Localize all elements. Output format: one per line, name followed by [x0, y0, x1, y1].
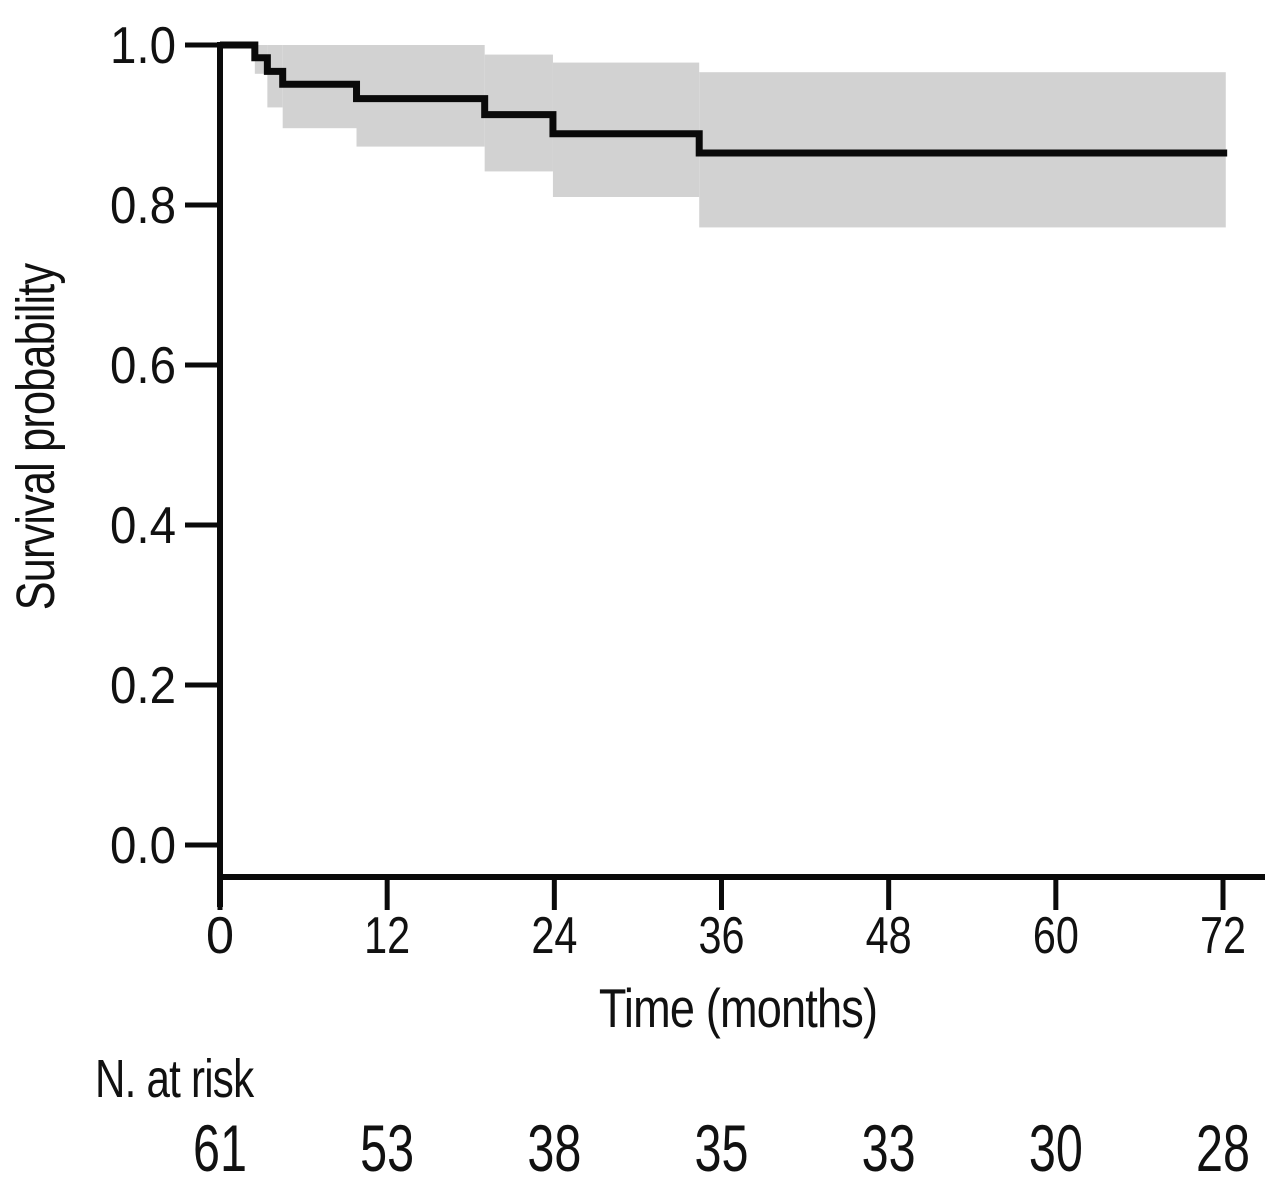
n-at-risk-count: 30 [1029, 1111, 1083, 1185]
confidence-band-segment [552, 62, 700, 197]
n-at-risk-label: N. at risk [95, 1049, 254, 1109]
n-at-risk-count: 33 [862, 1111, 916, 1185]
y-tick-label: 0.0 [110, 817, 176, 875]
y-tick-label: 0.2 [110, 657, 176, 715]
y-tick-label: 0.6 [110, 337, 176, 395]
y-tick-label: 0.4 [110, 497, 176, 555]
x-tick-label: 12 [364, 907, 410, 965]
n-at-risk-count: 53 [360, 1111, 414, 1185]
y-tick-label: 1.0 [110, 17, 176, 75]
x-tick-label: 60 [1033, 907, 1079, 965]
x-tick-label: 24 [531, 907, 577, 965]
x-tick-label: 0 [206, 907, 234, 965]
n-at-risk-count: 38 [527, 1111, 581, 1185]
x-tick-label: 36 [699, 907, 745, 965]
y-axis-title: Survival probability [6, 263, 66, 611]
n-at-risk-count: 28 [1196, 1111, 1250, 1185]
survival-curve [220, 41, 1228, 157]
confidence-band-segment [267, 45, 283, 108]
x-tick-label: 72 [1200, 907, 1246, 965]
x-tick-label: 48 [866, 907, 912, 965]
n-at-risk-count: 35 [695, 1111, 749, 1185]
y-tick-label: 0.8 [110, 177, 176, 235]
n-at-risk-count: 61 [193, 1111, 247, 1185]
x-axis-title: Time (months) [598, 977, 878, 1039]
